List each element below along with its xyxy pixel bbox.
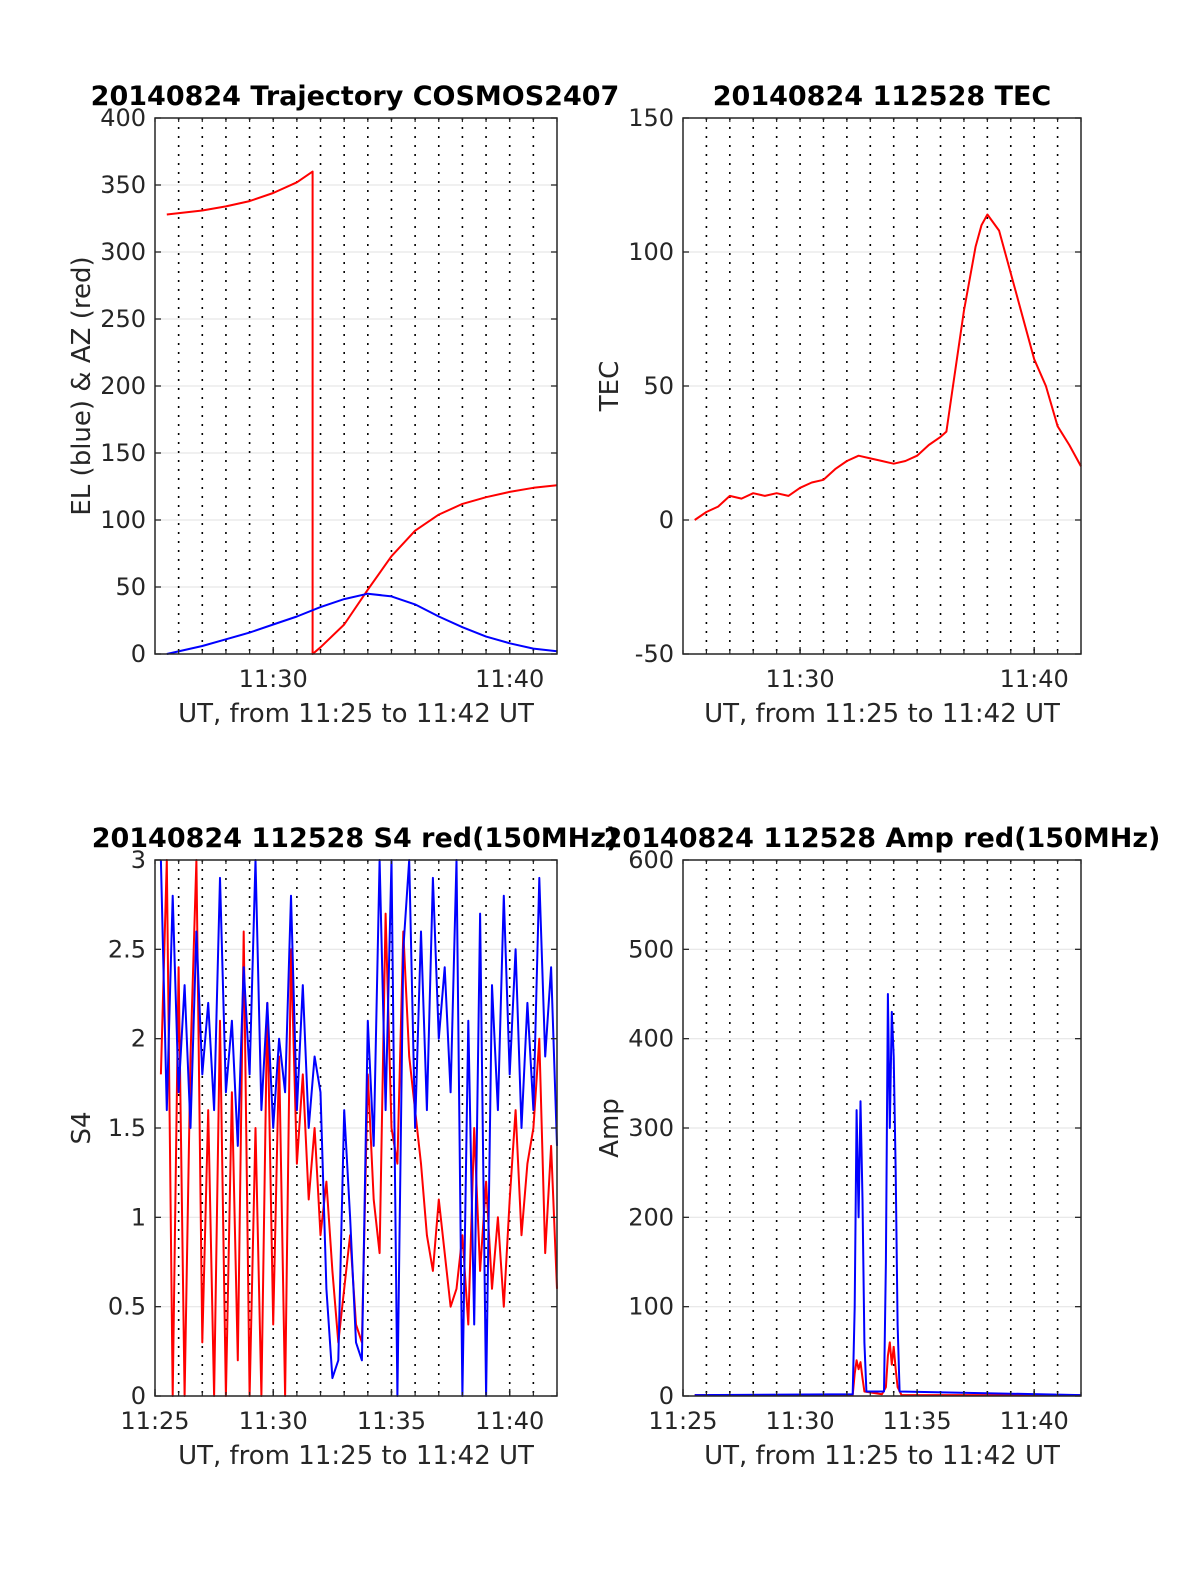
x-tick-label: 11:30 xyxy=(765,1407,834,1435)
x-axis-label: UT, from 11:25 to 11:42 UT xyxy=(704,699,1060,729)
series-red-line xyxy=(159,859,558,1397)
y-tick-label: 0 xyxy=(659,1382,674,1410)
y-axis-label: EL (blue) & AZ (red) xyxy=(67,256,97,515)
y-tick-label: 150 xyxy=(100,439,146,467)
y-tick-label: 500 xyxy=(628,935,674,963)
chart-tec: -50 0 50 100 150 11:30 11:40 20140824 112528 TE… xyxy=(595,81,1082,729)
series-red-line xyxy=(166,170,558,655)
y-tick-label: 250 xyxy=(100,305,146,333)
x-tick-label: 11:25 xyxy=(120,1407,189,1435)
series-blue-line xyxy=(159,859,558,1397)
x-tick-label: 11:35 xyxy=(883,1407,952,1435)
chart-amp: 0 100 200 300 400 500 600 11:25 11:30 11:35 11:40 2… xyxy=(595,823,1160,1471)
y-axis-label: Amp xyxy=(595,1098,625,1158)
y-tick-label: 300 xyxy=(628,1114,674,1142)
y-tick-label: 100 xyxy=(100,506,146,534)
y-tick-label: -50 xyxy=(635,640,674,668)
y-tick-label: 400 xyxy=(100,104,146,132)
chart-trajectory: 0 50 100 150 200 250 300 350 400 11:30 11:40 201408… xyxy=(67,81,619,729)
y-axis-label: TEC xyxy=(595,361,625,412)
y-tick-label: 400 xyxy=(628,1025,674,1053)
y-tick-label: 50 xyxy=(643,372,674,400)
x-axis-label: UT, from 11:25 to 11:42 UT xyxy=(178,699,534,729)
y-tick-label: 0 xyxy=(131,1382,146,1410)
y-tick-label: 0 xyxy=(659,506,674,534)
chart-title: 20140824 112528 Amp red(150MHz) xyxy=(604,823,1161,854)
series-red-line xyxy=(694,213,1082,521)
y-tick-label: 600 xyxy=(628,846,674,874)
x-tick-label: 11:30 xyxy=(239,1407,308,1435)
chart-s4: 0 0.5 1 1.5 2 2.5 3 11:25 11:30 11:35 11:40 2014082… xyxy=(67,823,618,1471)
y-tick-label: 2.5 xyxy=(108,935,146,963)
x-tick-label: 11:30 xyxy=(765,665,834,693)
y-tick-label: 1 xyxy=(131,1203,146,1231)
x-tick-label: 11:40 xyxy=(475,665,544,693)
chart-title: 20140824 Trajectory COSMOS2407 xyxy=(91,81,620,112)
x-axis-label: UT, from 11:25 to 11:42 UT xyxy=(704,1441,1060,1471)
y-tick-label: 100 xyxy=(628,1293,674,1321)
y-tick-label: 150 xyxy=(628,104,674,132)
y-tick-label: 3 xyxy=(131,846,146,874)
y-tick-label: 0 xyxy=(131,640,146,668)
y-tick-label: 300 xyxy=(100,238,146,266)
y-tick-label: 200 xyxy=(628,1203,674,1231)
y-tick-label: 1.5 xyxy=(108,1114,146,1142)
y-tick-label: 200 xyxy=(100,372,146,400)
y-tick-label: 100 xyxy=(628,238,674,266)
x-tick-label: 11:40 xyxy=(475,1407,544,1435)
y-tick-label: 350 xyxy=(100,171,146,199)
x-axis-label: UT, from 11:25 to 11:42 UT xyxy=(178,1441,534,1471)
x-tick-label: 11:30 xyxy=(239,665,308,693)
series-blue-line xyxy=(166,592,558,655)
chart-title: 20140824 112528 TEC xyxy=(713,81,1052,112)
chart-title: 20140824 112528 S4 red(150MHz) xyxy=(92,823,619,854)
x-tick-label: 11:40 xyxy=(1000,1407,1069,1435)
x-tick-label: 11:35 xyxy=(357,1407,426,1435)
y-tick-label: 2 xyxy=(131,1025,146,1053)
x-tick-label: 11:40 xyxy=(1000,665,1069,693)
series-blue-line xyxy=(694,993,1082,1397)
x-tick-label: 11:25 xyxy=(648,1407,717,1435)
y-axis-label: S4 xyxy=(67,1111,97,1144)
y-tick-label: 0.5 xyxy=(108,1293,146,1321)
y-tick-label: 50 xyxy=(115,573,146,601)
